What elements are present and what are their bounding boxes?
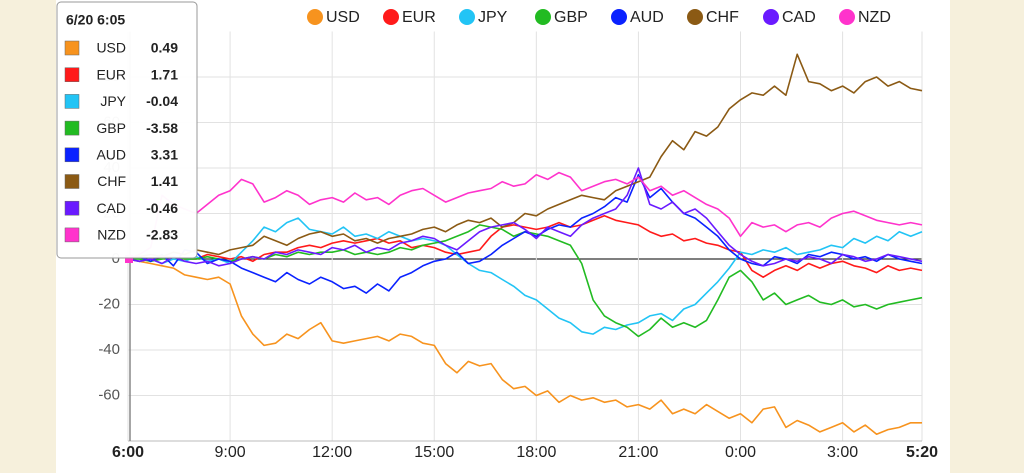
tooltip: 6/20 6:05 USD 0.49 EUR 1.71 JPY -0.04 GBP -3.58… [56, 1, 198, 259]
series-line [127, 167, 923, 267]
y-tick-label: -60 [98, 386, 120, 403]
series-line [127, 258, 922, 435]
tooltip-swatch [64, 174, 80, 189]
series-line [127, 217, 923, 335]
y-tick-label: -20 [98, 295, 120, 312]
legend-label: EUR [402, 9, 436, 26]
tooltip-swatch [64, 200, 80, 216]
legend-label: CHF [706, 9, 739, 26]
tooltip-name: JPY [100, 93, 126, 109]
tooltip-swatch [64, 147, 80, 163]
x-tick-label: 0:00 [725, 444, 756, 461]
x-tick-label: 3:00 [827, 444, 858, 461]
legend-label: AUD [630, 9, 664, 26]
tooltip-swatch [64, 40, 80, 56]
legend-label: USD [326, 9, 360, 26]
legend-label: CAD [782, 9, 816, 26]
tooltip-name: CAD [96, 200, 126, 216]
tooltip-title: 6/20 6:05 [66, 12, 125, 28]
legend-marker [763, 9, 779, 25]
tooltip-value: 1.41 [151, 173, 178, 189]
x-tick-label: 6:00 [112, 444, 144, 461]
x-tick-label: 15:00 [414, 444, 454, 461]
x-tick-label: 9:00 [215, 444, 246, 461]
legend-marker [459, 9, 475, 25]
series-line [127, 53, 923, 260]
legend-marker [611, 9, 627, 25]
legend-label: NZD [858, 9, 891, 26]
tooltip-swatch [64, 120, 80, 136]
series-line [127, 171, 923, 260]
tooltip-name: CHF [97, 173, 126, 189]
tooltip-value: -2.83 [146, 227, 178, 243]
tooltip-value: 0.49 [151, 40, 178, 56]
legend-marker [687, 9, 703, 25]
x-tick-label: 12:00 [312, 444, 352, 461]
lines [125, 53, 923, 435]
x-tick-label: 5:20 [906, 444, 938, 461]
tooltip-box [56, 1, 198, 259]
tooltip-name: AUD [96, 147, 126, 163]
legend-marker [535, 9, 551, 25]
tooltip-swatch [64, 227, 80, 243]
tooltip-swatch [64, 67, 80, 82]
x-tick-label: 21:00 [618, 444, 658, 461]
series-line [127, 215, 923, 278]
tooltip-name: EUR [96, 66, 126, 82]
legend-marker [307, 9, 323, 25]
tooltip-name: GBP [96, 120, 126, 136]
legend-marker [383, 9, 399, 25]
y-tick-label: -40 [98, 341, 120, 358]
legend: USD EUR JPY GBP AUD CHF CAD NZD [307, 9, 891, 26]
legend-label: GBP [554, 9, 588, 26]
legend-label: JPY [478, 9, 508, 26]
tooltip-value: 1.71 [151, 66, 178, 82]
tooltip-value: -0.04 [146, 93, 178, 109]
x-tick-label: 18:00 [516, 444, 556, 461]
cursor-marker [125, 255, 133, 263]
tooltip-name: USD [96, 40, 126, 56]
tooltip-value: -3.58 [146, 120, 178, 136]
tooltip-name: NZD [97, 227, 126, 243]
tooltip-value: 3.31 [151, 147, 178, 163]
tooltip-swatch [64, 94, 80, 109]
legend-marker [839, 9, 855, 25]
tooltip-value: -0.46 [146, 200, 178, 216]
chart-background [56, 0, 950, 473]
